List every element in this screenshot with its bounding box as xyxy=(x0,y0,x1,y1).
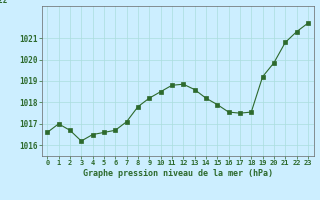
X-axis label: Graphe pression niveau de la mer (hPa): Graphe pression niveau de la mer (hPa) xyxy=(83,169,273,178)
Text: 1022: 1022 xyxy=(0,0,7,5)
